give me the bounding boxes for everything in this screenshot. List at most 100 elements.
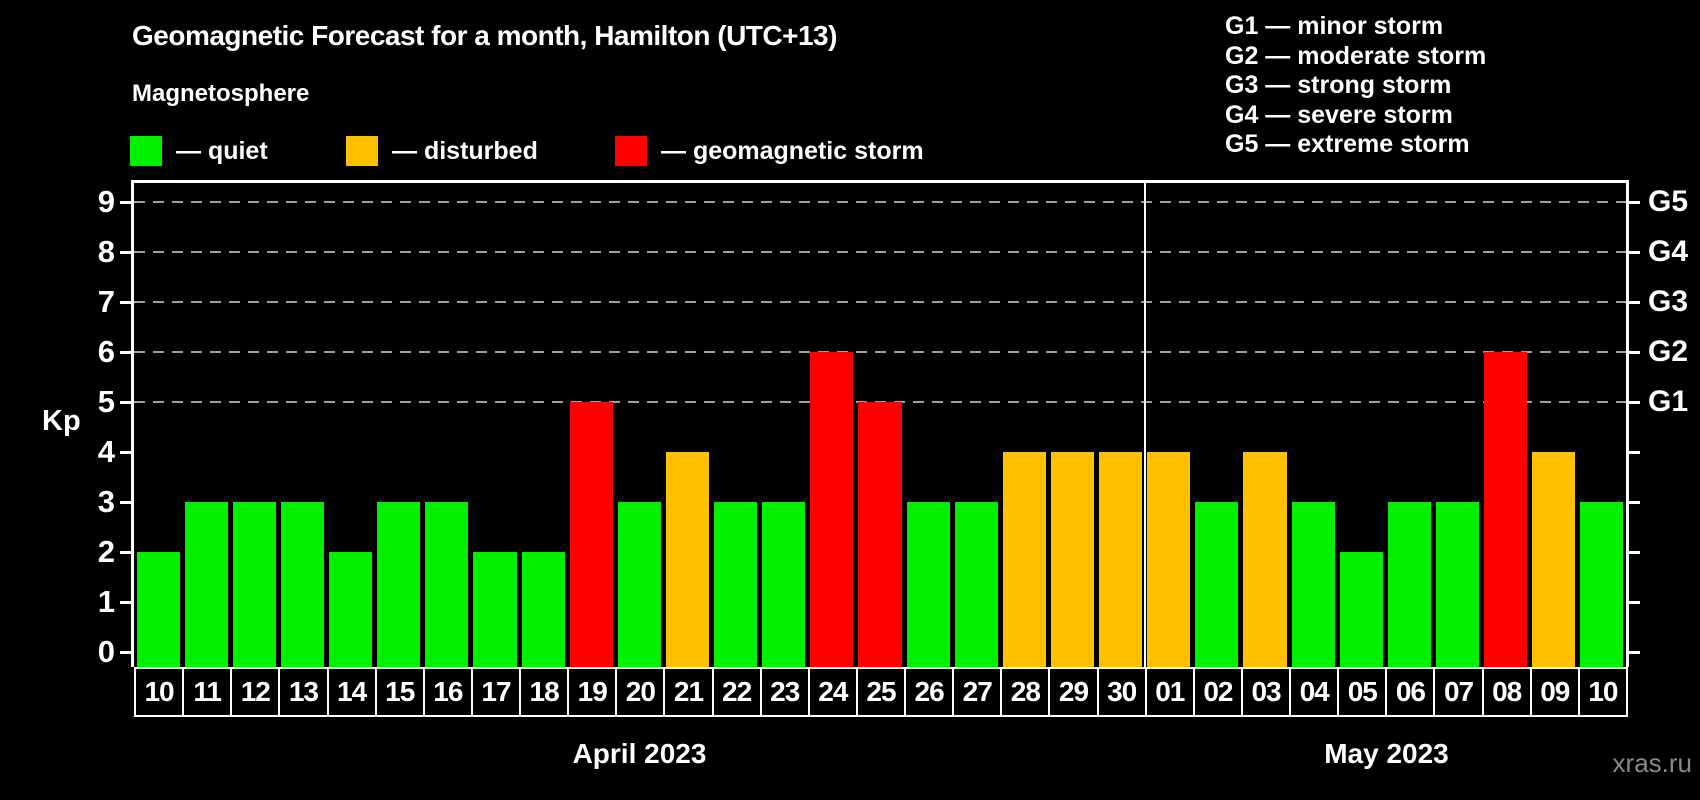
kp-bar-may-01 bbox=[1147, 452, 1191, 667]
kp-bar-may-06 bbox=[1387, 502, 1431, 667]
legend-label-storm: — geomagnetic storm bbox=[661, 136, 924, 165]
legend-item-quiet: — quiet bbox=[130, 136, 268, 166]
right-tick-kp9 bbox=[1629, 201, 1640, 204]
month-separator-line bbox=[1143, 180, 1146, 667]
day-label-box-apr-14: 14 bbox=[326, 667, 377, 717]
watermark: xras.ru bbox=[1612, 748, 1692, 778]
kp-bar-apr-21 bbox=[665, 452, 710, 667]
g-axis-label-g3: G3 bbox=[1648, 285, 1689, 318]
month-label-may: May 2023 bbox=[1324, 738, 1449, 769]
day-label-box-apr-12: 12 bbox=[230, 667, 281, 717]
day-label-box-apr-29: 29 bbox=[1048, 667, 1099, 717]
g2-legend-line: G2 — moderate storm bbox=[1225, 41, 1487, 70]
kp-bar-apr-25 bbox=[858, 402, 902, 667]
left-tick-kp1 bbox=[120, 601, 131, 604]
day-label-box-apr-28: 28 bbox=[1000, 667, 1051, 717]
day-label-box-apr-22: 22 bbox=[711, 667, 762, 717]
kp-bar-apr-18 bbox=[521, 552, 565, 667]
left-tick-kp4 bbox=[120, 451, 131, 454]
y-tick-label-5: 5 bbox=[97, 384, 115, 419]
day-label-box-may-04: 04 bbox=[1289, 667, 1340, 717]
magnetosphere-label: Magnetosphere bbox=[132, 80, 310, 107]
legend-label-disturbed: — disturbed bbox=[392, 136, 538, 165]
month-label-april: April 2023 bbox=[572, 738, 707, 769]
day-label-box-apr-18: 18 bbox=[519, 667, 570, 717]
left-tick-kp5 bbox=[120, 401, 131, 404]
kp-bar-apr-28 bbox=[1002, 452, 1046, 667]
day-label-box-apr-19: 19 bbox=[567, 667, 618, 717]
left-tick-kp9 bbox=[120, 201, 131, 204]
gridline-kp9 bbox=[134, 201, 1626, 203]
kp-bar-may-07 bbox=[1435, 502, 1480, 667]
day-label-box-apr-25: 25 bbox=[855, 667, 907, 717]
right-tick-kp2 bbox=[1629, 551, 1640, 554]
day-label-box-apr-11: 11 bbox=[182, 667, 233, 717]
y-tick-label-7: 7 bbox=[97, 284, 115, 319]
kp-bar-may-10 bbox=[1580, 502, 1624, 667]
kp-bar-apr-23 bbox=[762, 502, 806, 667]
g-axis-label-g2: G2 bbox=[1648, 335, 1689, 368]
day-label-box-apr-23: 23 bbox=[759, 667, 810, 717]
right-tick-kp0 bbox=[1629, 651, 1640, 654]
kp-bar-apr-16 bbox=[425, 502, 469, 667]
kp-bar-apr-24 bbox=[810, 352, 854, 667]
kp-bar-apr-20 bbox=[617, 502, 661, 667]
kp-bar-may-04 bbox=[1291, 502, 1335, 667]
right-tick-kp1 bbox=[1629, 601, 1640, 604]
day-label-box-apr-15: 15 bbox=[374, 667, 425, 717]
y-tick-label-0: 0 bbox=[97, 634, 115, 669]
day-label-box-apr-16: 16 bbox=[422, 667, 473, 717]
day-label-box-apr-21: 21 bbox=[663, 667, 714, 717]
day-label-box-apr-24: 24 bbox=[807, 667, 858, 717]
gridline-kp7 bbox=[134, 301, 1626, 303]
right-tick-kp5 bbox=[1629, 401, 1640, 404]
day-label-box-apr-17: 17 bbox=[470, 667, 522, 717]
right-tick-kp7 bbox=[1629, 301, 1640, 304]
kp-bar-apr-30 bbox=[1099, 452, 1143, 667]
kp-bar-may-09 bbox=[1532, 452, 1576, 667]
kp-bar-apr-29 bbox=[1050, 452, 1095, 667]
day-label-box-apr-13: 13 bbox=[278, 667, 329, 717]
left-tick-kp3 bbox=[120, 501, 131, 504]
legend-item-storm: — geomagnetic storm bbox=[615, 136, 924, 166]
y-tick-label-6: 6 bbox=[97, 334, 115, 369]
kp-bar-apr-19 bbox=[569, 402, 613, 667]
kp-bar-apr-13 bbox=[280, 502, 324, 667]
kp-bar-may-08 bbox=[1484, 352, 1528, 667]
y-axis-line-right bbox=[1626, 180, 1629, 667]
day-label-box-may-02: 02 bbox=[1192, 667, 1243, 717]
g5-legend-line: G5 — extreme storm bbox=[1225, 130, 1470, 158]
left-tick-kp7 bbox=[120, 301, 131, 304]
g-axis-label-g1: G1 bbox=[1648, 385, 1689, 418]
y-tick-label-4: 4 bbox=[97, 434, 115, 469]
plot-top-border bbox=[131, 180, 1629, 183]
g-axis-label-g4: G4 bbox=[1648, 235, 1689, 268]
right-tick-kp3 bbox=[1629, 501, 1640, 504]
right-tick-kp8 bbox=[1629, 251, 1640, 254]
quiet-swatch-icon bbox=[130, 136, 162, 166]
day-label-box-may-10: 10 bbox=[1577, 667, 1628, 717]
y-tick-label-9: 9 bbox=[97, 184, 115, 219]
g1-legend-line: G1 — minor storm bbox=[1225, 12, 1444, 40]
kp-bar-apr-14 bbox=[329, 552, 373, 667]
g3-legend-line: G3 — strong storm bbox=[1225, 71, 1452, 99]
right-tick-kp6 bbox=[1629, 351, 1640, 354]
g-scale-legend: G1 — minor storm G2 — moderate storm G3 … bbox=[1225, 12, 1486, 160]
kp-bar-apr-22 bbox=[714, 502, 758, 667]
y-tick-label-2: 2 bbox=[97, 534, 115, 569]
day-label-box-may-06: 06 bbox=[1385, 667, 1436, 717]
kp-bar-may-03 bbox=[1243, 452, 1287, 667]
kp-bar-may-05 bbox=[1339, 552, 1383, 667]
chart-title: Geomagnetic Forecast for a month, Hamilt… bbox=[132, 20, 837, 51]
y-tick-label-1: 1 bbox=[97, 584, 115, 619]
day-label-box-may-09: 09 bbox=[1529, 667, 1580, 717]
day-label-box-apr-27: 27 bbox=[952, 667, 1003, 717]
legend-label-quiet: — quiet bbox=[176, 136, 268, 165]
day-label-box-may-05: 05 bbox=[1337, 667, 1388, 717]
day-label-box-may-01: 01 bbox=[1144, 667, 1195, 717]
kp-bar-apr-15 bbox=[377, 502, 421, 667]
left-tick-kp8 bbox=[120, 251, 131, 254]
day-label-box-may-03: 03 bbox=[1240, 667, 1292, 717]
